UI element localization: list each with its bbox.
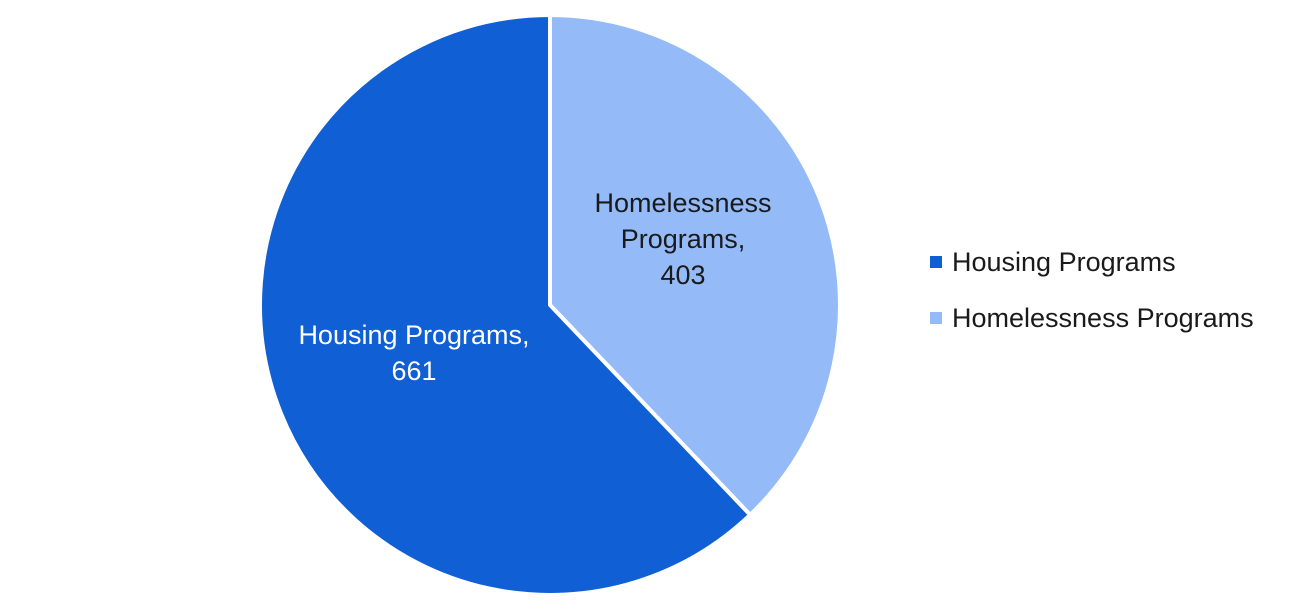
legend-swatch bbox=[930, 312, 942, 324]
pie-slice-housing-programs bbox=[258, 13, 753, 597]
pie-slice-homelessness-programs bbox=[548, 13, 842, 517]
pie-slices bbox=[258, 13, 842, 597]
legend-item-homelessness-programs: Homelessness Programs bbox=[930, 303, 1254, 333]
data-label-housing-programs: Housing Programs, 661 bbox=[298, 320, 529, 386]
legend-label: Housing Programs bbox=[952, 247, 1176, 277]
pie-data-labels: Housing Programs, 661 Homelessness Programs… bbox=[298, 188, 771, 386]
legend-swatch bbox=[930, 256, 942, 268]
legend-item-housing-programs: Housing Programs bbox=[930, 247, 1176, 277]
legend: Housing Programs Homelessness Programs bbox=[930, 247, 1254, 333]
data-label-homelessness-programs: Homelessness Programs, 403 bbox=[594, 188, 771, 290]
legend-label: Homelessness Programs bbox=[952, 303, 1254, 333]
